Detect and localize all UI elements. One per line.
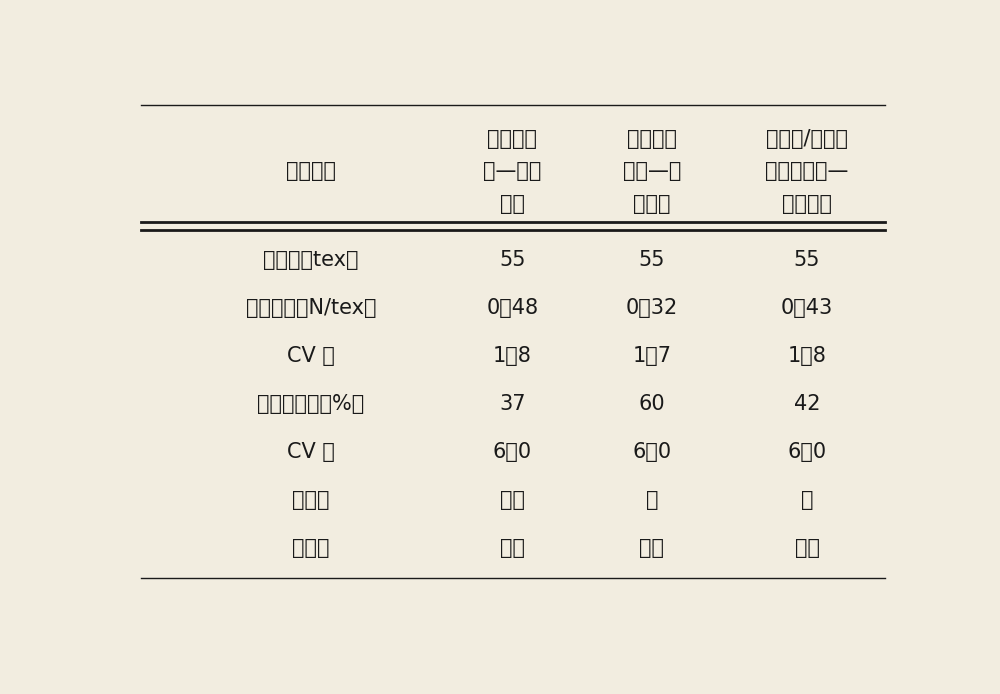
Text: 42: 42 <box>794 394 820 414</box>
Text: 1．7: 1．7 <box>633 346 672 366</box>
Text: 二元酸复配—: 二元酸复配— <box>765 162 849 181</box>
Text: 6．0: 6．0 <box>493 442 532 462</box>
Text: 60: 60 <box>639 394 665 414</box>
Text: 1．8: 1．8 <box>788 346 826 366</box>
Text: 性能指标: 性能指标 <box>286 162 336 181</box>
Text: 线密度（tex）: 线密度（tex） <box>263 250 359 270</box>
Text: 37: 37 <box>499 394 526 414</box>
Text: 0．48: 0．48 <box>486 298 539 318</box>
Text: 明亮: 明亮 <box>794 538 820 558</box>
Text: 元酸—热: 元酸—热 <box>623 162 681 181</box>
Text: 热稳定剂: 热稳定剂 <box>782 194 832 214</box>
Text: 芳香二元: 芳香二元 <box>488 129 538 149</box>
Text: 断裂伸长率（%）: 断裂伸长率（%） <box>257 394 365 414</box>
Text: 6．0: 6．0 <box>632 442 672 462</box>
Text: 明亮: 明亮 <box>640 538 664 558</box>
Text: 光泽度: 光泽度 <box>292 538 330 558</box>
Text: 稳定剂: 稳定剂 <box>633 194 671 214</box>
Text: 55: 55 <box>639 250 665 270</box>
Text: 6．0: 6．0 <box>787 442 827 462</box>
Text: 较差: 较差 <box>500 490 525 510</box>
Text: 酸—热稳: 酸—热稳 <box>483 162 542 181</box>
Text: 优: 优 <box>801 490 813 510</box>
Text: 脂肪族二: 脂肪族二 <box>627 129 677 149</box>
Text: 纤维强度（N/tex）: 纤维强度（N/tex） <box>246 298 376 318</box>
Text: 偏暗: 偏暗 <box>500 538 525 558</box>
Text: 柔顺性: 柔顺性 <box>292 490 330 510</box>
Text: CV 值: CV 值 <box>287 346 335 366</box>
Text: 0．43: 0．43 <box>781 298 833 318</box>
Text: 定剂: 定剂 <box>500 194 525 214</box>
Text: 55: 55 <box>499 250 526 270</box>
Text: 0．32: 0．32 <box>626 298 678 318</box>
Text: 1．8: 1．8 <box>493 346 532 366</box>
Text: 芳香族/脂肪族: 芳香族/脂肪族 <box>766 129 848 149</box>
Text: CV 值: CV 值 <box>287 442 335 462</box>
Text: 良: 良 <box>646 490 658 510</box>
Text: 55: 55 <box>794 250 820 270</box>
